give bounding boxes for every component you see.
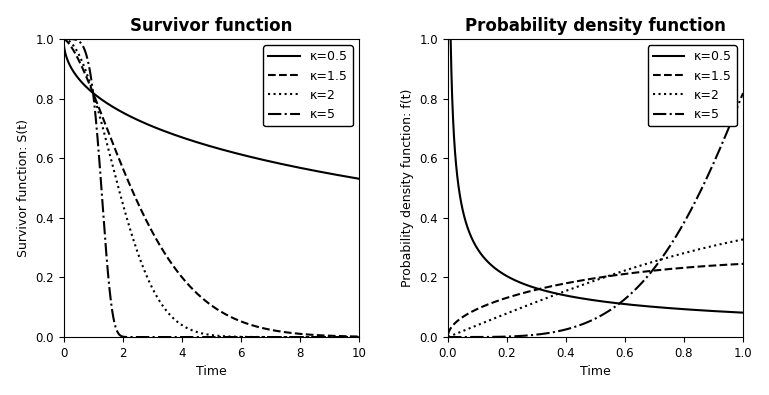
Line: κ=5: κ=5 <box>64 39 359 337</box>
Line: κ=2: κ=2 <box>64 39 359 337</box>
Y-axis label: Survivor function: S(t): Survivor function: S(t) <box>17 119 30 257</box>
Line: κ=0.5: κ=0.5 <box>64 41 359 179</box>
κ=2 <box>494 314 504 319</box>
Line: κ=1.5: κ=1.5 <box>448 264 743 334</box>
κ=5 <box>92 132 102 137</box>
κ=5 <box>212 335 221 339</box>
κ=0.5 <box>494 269 504 274</box>
κ=2 <box>92 105 102 110</box>
κ=1.5 <box>355 334 364 339</box>
κ=1.5 <box>701 264 710 269</box>
Legend: κ=0.5, κ=1.5, κ=2, κ=5: κ=0.5, κ=1.5, κ=2, κ=5 <box>647 45 737 126</box>
X-axis label: Time: Time <box>580 365 611 378</box>
κ=2 <box>477 321 486 326</box>
κ=5 <box>738 91 747 96</box>
κ=0.5 <box>355 176 364 181</box>
Line: κ=0.5: κ=0.5 <box>448 39 743 313</box>
κ=5 <box>701 179 710 183</box>
κ=0.5 <box>317 169 326 174</box>
κ=2 <box>444 335 453 339</box>
κ=2 <box>348 335 358 339</box>
κ=1.5 <box>733 262 742 267</box>
κ=0.5 <box>738 310 747 315</box>
κ=2 <box>59 37 68 41</box>
κ=1.5 <box>494 298 504 303</box>
Y-axis label: Probability density function: f(t): Probability density function: f(t) <box>401 89 414 287</box>
κ=5 <box>444 335 453 339</box>
κ=5 <box>494 335 504 339</box>
κ=0.5 <box>110 105 119 110</box>
κ=5 <box>355 335 364 339</box>
Legend: κ=0.5, κ=1.5, κ=2, κ=5: κ=0.5, κ=1.5, κ=2, κ=5 <box>263 45 352 126</box>
κ=0.5 <box>733 310 742 315</box>
κ=0.5 <box>185 137 195 142</box>
κ=5 <box>110 322 119 327</box>
κ=2 <box>733 238 742 243</box>
κ=2 <box>557 290 566 295</box>
X-axis label: Time: Time <box>196 365 227 378</box>
κ=1.5 <box>557 282 566 287</box>
κ=2 <box>738 237 747 242</box>
κ=2 <box>317 335 326 339</box>
κ=5 <box>348 335 358 339</box>
κ=2 <box>569 286 578 290</box>
κ=5 <box>557 328 566 333</box>
κ=0.5 <box>477 252 486 257</box>
κ=0.5 <box>444 37 453 41</box>
κ=5 <box>733 105 742 110</box>
κ=0.5 <box>348 175 358 180</box>
κ=1.5 <box>444 332 453 337</box>
κ=0.5 <box>59 38 68 43</box>
κ=0.5 <box>172 133 181 138</box>
κ=5 <box>569 325 578 329</box>
κ=2 <box>355 335 364 339</box>
κ=0.5 <box>92 94 102 99</box>
Title: Survivor function: Survivor function <box>130 17 292 35</box>
κ=1.5 <box>738 261 747 266</box>
Line: κ=5: κ=5 <box>448 93 743 337</box>
κ=1.5 <box>317 333 326 338</box>
κ=1.5 <box>110 146 119 151</box>
κ=1.5 <box>59 37 68 41</box>
κ=2 <box>701 245 710 250</box>
κ=0.5 <box>701 308 710 313</box>
κ=5 <box>477 335 486 339</box>
κ=5 <box>172 335 181 339</box>
κ=5 <box>185 335 195 339</box>
κ=2 <box>172 319 181 324</box>
Line: κ=1.5: κ=1.5 <box>64 39 359 337</box>
κ=2 <box>110 171 119 176</box>
κ=1.5 <box>348 334 358 339</box>
κ=5 <box>59 37 68 41</box>
κ=0.5 <box>569 295 578 299</box>
κ=1.5 <box>172 268 181 273</box>
κ=0.5 <box>557 292 566 297</box>
κ=2 <box>185 327 195 332</box>
Title: Probability density function: Probability density function <box>465 17 726 35</box>
κ=1.5 <box>185 284 195 288</box>
Line: κ=2: κ=2 <box>448 239 743 337</box>
κ=5 <box>317 335 326 339</box>
κ=1.5 <box>477 305 486 309</box>
κ=1.5 <box>569 279 578 284</box>
κ=1.5 <box>92 101 102 106</box>
